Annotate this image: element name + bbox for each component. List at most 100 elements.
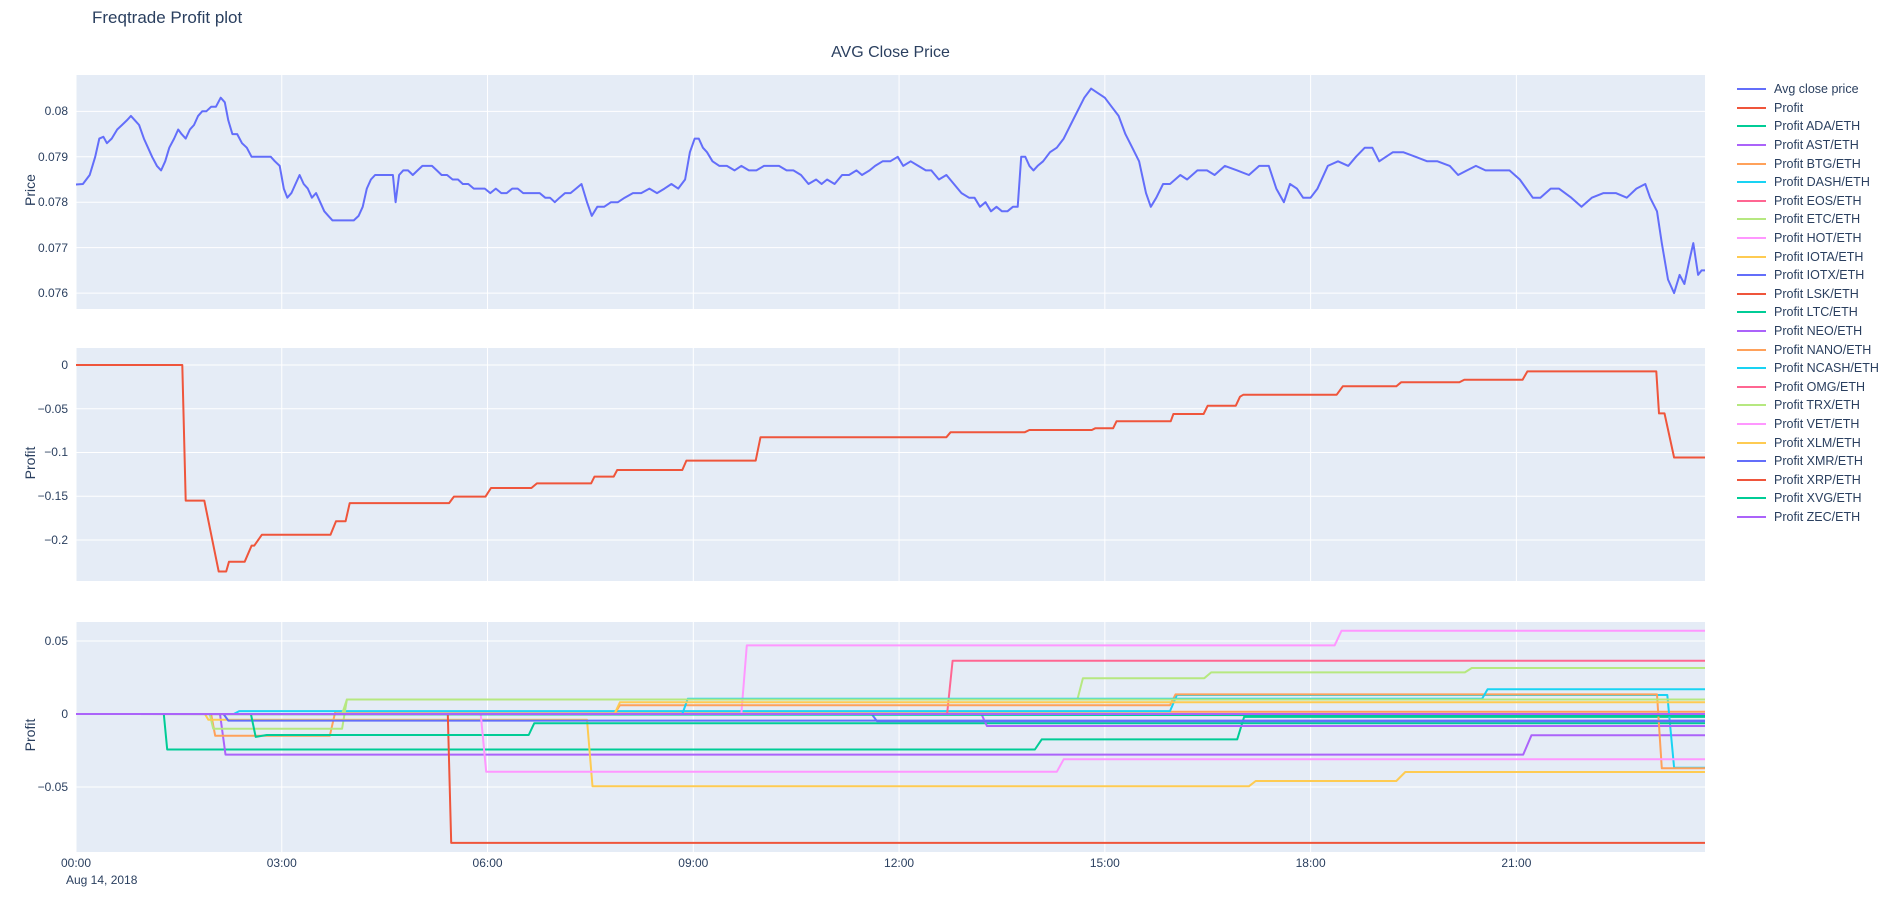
trace-avg-close-price[interactable] [76,87,1705,295]
legend-item-label: Profit XVG/ETH [1774,491,1862,506]
legend-swatch-line [1737,404,1766,407]
legend-swatch-line [1737,218,1766,221]
legend: Avg close price Profit Profit ADA/ETH Profi… [1737,80,1879,526]
page-title: Freqtrade Profit plot [92,8,243,27]
legend-item-label: Profit IOTA/ETH [1774,249,1864,264]
y-tick-label: −0.15 [37,489,68,504]
legend-item-profit-iota-eth[interactable]: Profit IOTA/ETH [1737,247,1879,266]
x-tick-label: 06:00 [472,856,503,870]
y-tick-label: 0.077 [37,240,68,255]
legend-swatch-line [1737,181,1766,184]
y-tick-label: −0.2 [44,532,68,547]
x-tick-label: 15:00 [1089,856,1120,870]
x-tick-label: 21:00 [1501,856,1532,870]
legend-item-label: Profit [1774,100,1804,115]
legend-item-profit-xlm-eth[interactable]: Profit XLM/ETH [1737,433,1879,452]
legend-item-profit-zec-eth[interactable]: Profit ZEC/ETH [1737,508,1879,527]
legend-item-label: Profit HOT/ETH [1774,231,1862,246]
legend-item-profit-trx-eth[interactable]: Profit TRX/ETH [1737,396,1879,415]
legend-swatch-line [1737,199,1766,202]
legend-item-profit-ada-eth[interactable]: Profit ADA/ETH [1737,117,1879,136]
legend-item-profit-xvg-eth[interactable]: Profit XVG/ETH [1737,489,1879,508]
legend-item-label: Profit NANO/ETH [1774,342,1872,357]
y-tick-label: 0.076 [37,286,68,301]
legend-item-label: Profit XMR/ETH [1774,454,1863,469]
legend-item-label: Profit LTC/ETH [1774,305,1858,320]
legend-swatch-line [1737,162,1766,165]
legend-item-profit-hot-eth[interactable]: Profit HOT/ETH [1737,229,1879,248]
legend-swatch-line [1737,144,1766,147]
y-tick-label: −0.05 [37,780,68,795]
chart-svg-1 [76,348,1705,581]
y-tick-label: 0 [61,357,68,372]
legend-item-profit-nano-eth[interactable]: Profit NANO/ETH [1737,340,1879,359]
x-tick-label: 12:00 [884,856,915,870]
legend-item-label: Profit NEO/ETH [1774,324,1863,339]
legend-item-label: Profit AST/ETH [1774,138,1859,153]
legend-item-profit-dash-eth[interactable]: Profit DASH/ETH [1737,173,1879,192]
y-tick-label: −0.05 [37,401,68,416]
legend-item-label: Avg close price [1774,82,1859,97]
legend-item-label: Profit ETC/ETH [1774,212,1861,227]
x-tick-label: 18:00 [1295,856,1326,870]
legend-swatch-line [1737,478,1766,481]
legend-swatch-line [1737,274,1766,277]
legend-item-label: Profit LSK/ETH [1774,286,1859,301]
trace-profit-nano-eth[interactable] [76,693,1705,770]
x-tick-label: 09:00 [678,856,709,870]
legend-item-profit-vet-eth[interactable]: Profit VET/ETH [1737,415,1879,434]
legend-item-profit-xmr-eth[interactable]: Profit XMR/ETH [1737,452,1879,471]
legend-swatch-line [1737,348,1766,351]
trace-profit-lsk-eth[interactable] [76,713,1705,844]
legend-swatch-line [1737,441,1766,444]
subplot-title-avg-close-price: AVG Close Price [831,44,950,61]
y-tick-label: 0.078 [37,195,68,210]
legend-item-profit-eos-eth[interactable]: Profit EOS/ETH [1737,192,1879,211]
legend-item-avg-close-price[interactable]: Avg close price [1737,80,1879,99]
legend-item-profit[interactable]: Profit [1737,99,1879,118]
legend-item-label: Profit IOTX/ETH [1774,268,1865,283]
legend-item-label: Profit BTG/ETH [1774,156,1861,171]
legend-item-profit-ncash-eth[interactable]: Profit NCASH/ETH [1737,359,1879,378]
y-axis-title-profit-combined: Profit [22,446,38,480]
legend-item-profit-ast-eth[interactable]: Profit AST/ETH [1737,136,1879,155]
legend-item-label: Profit DASH/ETH [1774,175,1870,190]
y-axis-title-profit-per-pair: Profit [22,718,38,752]
legend-item-profit-etc-eth[interactable]: Profit ETC/ETH [1737,210,1879,229]
trace-profit-iota-eth[interactable] [76,713,1705,788]
legend-item-profit-xrp-eth[interactable]: Profit XRP/ETH [1737,470,1879,489]
legend-swatch-line [1737,311,1766,314]
legend-swatch-line [1737,330,1766,333]
legend-swatch-line [1737,106,1766,109]
legend-swatch-line [1737,255,1766,258]
legend-swatch-line [1737,385,1766,388]
trace-profit[interactable] [76,364,1705,573]
x-tick-label: 00:00 [60,856,92,870]
legend-swatch-line [1737,367,1766,370]
y-tick-label: 0.079 [37,149,68,164]
legend-item-profit-lsk-eth[interactable]: Profit LSK/ETH [1737,285,1879,304]
x-tick-label: 03:00 [266,856,297,870]
legend-swatch-line [1737,125,1766,128]
plot-area-profit-per-pair[interactable] [76,622,1705,852]
legend-item-profit-iotx-eth[interactable]: Profit IOTX/ETH [1737,266,1879,285]
y-tick-label: −0.1 [44,445,68,460]
legend-item-profit-omg-eth[interactable]: Profit OMG/ETH [1737,378,1879,397]
trace-profit-etc-eth[interactable] [76,667,1705,730]
legend-swatch-line [1737,88,1766,91]
legend-item-profit-btg-eth[interactable]: Profit BTG/ETH [1737,154,1879,173]
legend-item-label: Profit EOS/ETH [1774,193,1862,208]
x-axis-date-label: Aug 14, 2018 [66,873,138,887]
legend-item-label: Profit XRP/ETH [1774,472,1861,487]
legend-item-profit-ltc-eth[interactable]: Profit LTC/ETH [1737,303,1879,322]
legend-swatch-line [1737,292,1766,295]
legend-item-label: Profit ADA/ETH [1774,119,1861,134]
legend-item-profit-neo-eth[interactable]: Profit NEO/ETH [1737,322,1879,341]
legend-item-label: Profit TRX/ETH [1774,398,1860,413]
plot-area-avg-close-price[interactable] [76,75,1705,309]
legend-item-label: Profit VET/ETH [1774,416,1860,431]
y-axis-title-price: Price [22,174,38,206]
plot-area-combined-profit[interactable] [76,348,1705,581]
legend-swatch-line [1737,460,1766,463]
legend-swatch-line [1737,237,1766,240]
